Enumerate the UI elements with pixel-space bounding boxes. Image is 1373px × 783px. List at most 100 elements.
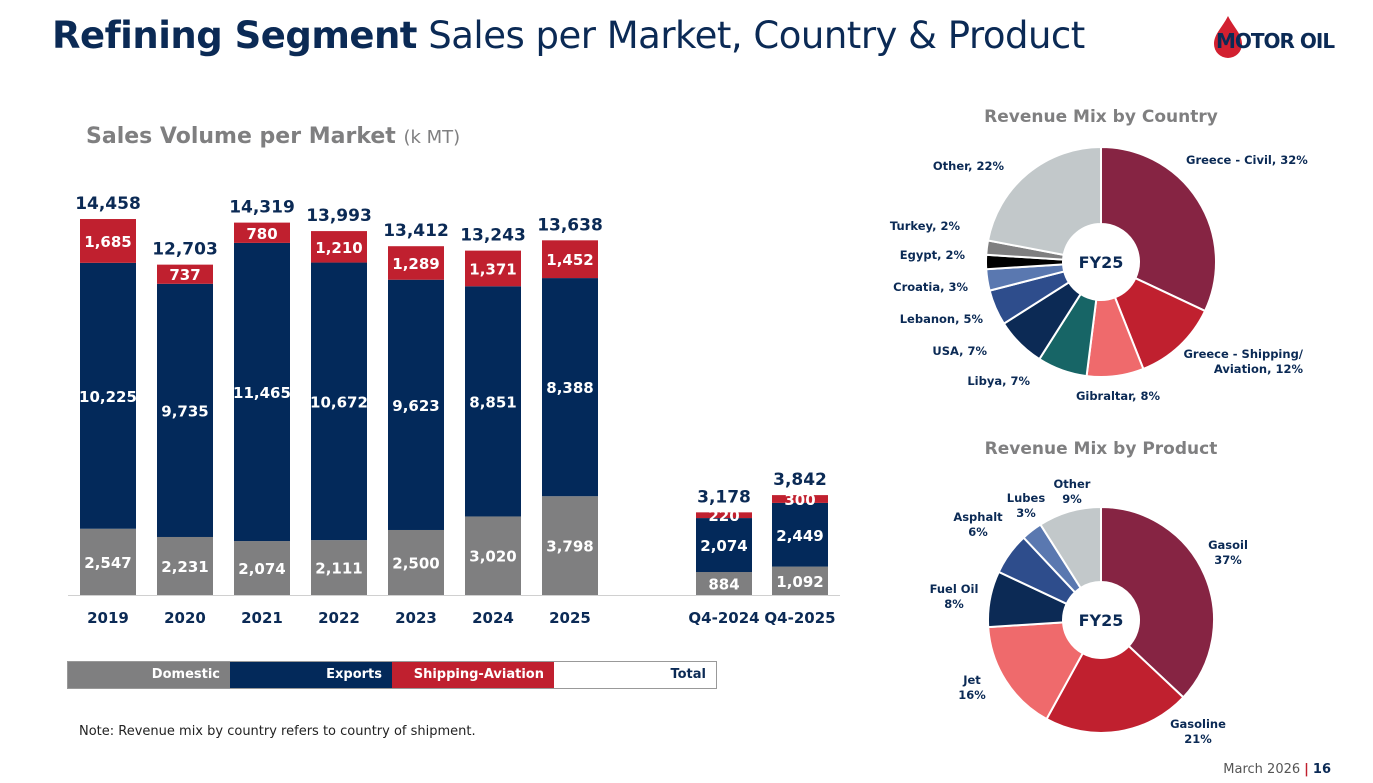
bar-label: 300 bbox=[784, 491, 815, 509]
bar-label: 10,672 bbox=[310, 393, 368, 411]
donut-slice bbox=[1045, 644, 1185, 734]
footer-separator: | bbox=[1304, 762, 1309, 777]
bar-shipping-aviation-2025 bbox=[542, 240, 598, 279]
bar-domestic-2019 bbox=[80, 528, 136, 595]
bar-domestic-2022 bbox=[311, 540, 367, 595]
slice-label: Turkey, 2% bbox=[890, 219, 961, 233]
page-title: Refining Segment Sales per Market, Count… bbox=[52, 14, 1085, 57]
bar-label: 1,289 bbox=[392, 255, 439, 273]
x-tick-label: 2025 bbox=[549, 609, 591, 627]
bar-label: 1,452 bbox=[546, 251, 593, 269]
x-tick-label: 2021 bbox=[241, 609, 283, 627]
title-bold: Refining Segment bbox=[52, 14, 418, 57]
bar-shipping-aviation-Q4-2024 bbox=[696, 512, 752, 519]
title-rest: Sales per Market, Country & Product bbox=[417, 14, 1085, 57]
bar-label: 1,685 bbox=[84, 233, 131, 251]
bar-domestic-2021 bbox=[234, 541, 290, 595]
bar-chart-title: Sales Volume per Market (k MT) bbox=[86, 124, 461, 149]
bar-exports-2019 bbox=[80, 262, 136, 529]
bar-label: 220 bbox=[708, 507, 739, 525]
slice-label: Lebanon, 5% bbox=[900, 312, 984, 326]
bar-label: 8,388 bbox=[546, 379, 593, 397]
svg-text:MOTOR OIL: MOTOR OIL bbox=[1216, 29, 1335, 53]
legend-shipping-aviation: Shipping-Aviation bbox=[392, 662, 554, 688]
bar-shipping-aviation-2022 bbox=[311, 231, 367, 263]
slice-label: Other 9% bbox=[1054, 477, 1091, 506]
bar-shipping-aviation-2020 bbox=[157, 264, 213, 284]
slice-label: Gasoline 21% bbox=[1170, 717, 1226, 746]
bar-exports-2024 bbox=[465, 286, 521, 517]
footer: March 2026 | 16 bbox=[1223, 762, 1331, 777]
x-tick-label: 2024 bbox=[472, 609, 514, 627]
bar-label: 2,547 bbox=[84, 554, 131, 572]
bar-domestic-Q4-2024 bbox=[696, 572, 752, 595]
total-label: 14,319 bbox=[229, 198, 295, 218]
bar-domestic-Q4-2025 bbox=[772, 566, 828, 595]
bar-label: 884 bbox=[708, 576, 739, 594]
bar-shipping-aviation-Q4-2025 bbox=[772, 495, 828, 503]
bar-exports-2022 bbox=[311, 262, 367, 541]
bar-label: 3,798 bbox=[546, 538, 593, 556]
x-tick-label: 2023 bbox=[395, 609, 437, 627]
footer-date: March 2026 bbox=[1223, 762, 1301, 777]
bar-exports-2023 bbox=[388, 279, 444, 530]
slice-label: Greece - Shipping/Aviation, 12% bbox=[1183, 347, 1303, 376]
bar-exports-2025 bbox=[542, 278, 598, 497]
x-tick-label: 2022 bbox=[318, 609, 360, 627]
legend-total: Total bbox=[554, 662, 716, 688]
total-label: 13,243 bbox=[460, 226, 526, 246]
bar-exports-2021 bbox=[234, 242, 290, 542]
total-label: 3,178 bbox=[697, 487, 751, 507]
bar-label: 2,231 bbox=[161, 558, 208, 576]
total-label: 12,703 bbox=[152, 240, 218, 260]
bar-label: 1,210 bbox=[315, 239, 362, 257]
bar-label: 780 bbox=[246, 225, 277, 243]
slice-label: Gasoil 37% bbox=[1208, 538, 1248, 567]
slice-label: Lubes 3% bbox=[1007, 491, 1046, 520]
total-label: 14,458 bbox=[75, 194, 141, 214]
bar-label: 9,735 bbox=[161, 402, 208, 420]
slice-label: Other, 22% bbox=[933, 159, 1005, 173]
donut-slice bbox=[987, 621, 1085, 721]
total-label: 13,993 bbox=[306, 206, 372, 226]
bar-exports-Q4-2024 bbox=[696, 518, 752, 573]
x-tick-label: Q4-2024 bbox=[688, 609, 759, 627]
legend-domestic: Domestic bbox=[68, 662, 230, 688]
donut-slice bbox=[1100, 145, 1217, 313]
donut-slice bbox=[1100, 505, 1215, 699]
slice-label: Greece - Civil, 32% bbox=[1186, 153, 1308, 167]
bar-shipping-aviation-2024 bbox=[465, 250, 521, 287]
bar-shipping-aviation-2021 bbox=[234, 222, 290, 243]
bar-label: 737 bbox=[169, 266, 200, 284]
total-label: 13,638 bbox=[537, 215, 603, 235]
bar-label: 2,074 bbox=[700, 537, 747, 555]
bar-label: 11,465 bbox=[233, 384, 291, 402]
bar-shipping-aviation-2019 bbox=[80, 219, 136, 263]
slice-label: Asphalt 6% bbox=[953, 510, 1003, 539]
bar-label: 3,020 bbox=[469, 548, 516, 566]
footnote: Note: Revenue mix by country refers to c… bbox=[79, 724, 476, 739]
bar-label: 1,092 bbox=[776, 573, 823, 591]
legend-exports: Exports bbox=[230, 662, 392, 688]
slice-label: Gibraltar, 8% bbox=[1076, 389, 1161, 403]
donut-center-label: FY25 bbox=[1079, 611, 1124, 630]
bar-label: 10,225 bbox=[79, 388, 137, 406]
bar-domestic-2025 bbox=[542, 496, 598, 595]
bar-chart-legend: Domestic Exports Shipping-Aviation Total bbox=[67, 661, 717, 689]
bar-exports-2020 bbox=[157, 283, 213, 537]
country-chart-title: Revenue Mix by Country bbox=[984, 107, 1218, 127]
slice-label: Croatia, 3% bbox=[893, 280, 968, 294]
motor-oil-logo: MOTOR OIL bbox=[1214, 16, 1336, 58]
slice-label: Egypt, 2% bbox=[900, 248, 966, 262]
donut-center-label: FY25 bbox=[1079, 253, 1124, 272]
bar-domestic-2023 bbox=[388, 529, 444, 595]
donut-slice bbox=[1039, 505, 1102, 590]
bar-domestic-2024 bbox=[465, 516, 521, 595]
bar-label: 2,500 bbox=[392, 554, 439, 572]
bar-label: 1,371 bbox=[469, 260, 516, 278]
bar-exports-Q4-2025 bbox=[772, 502, 828, 567]
bar-shipping-aviation-2023 bbox=[388, 246, 444, 280]
page-number: 16 bbox=[1312, 762, 1331, 777]
revenue-mix-donuts: Greece - Civil, 32% Greece - Shipping/Avi… bbox=[890, 145, 1308, 746]
total-label: 13,412 bbox=[383, 221, 449, 241]
